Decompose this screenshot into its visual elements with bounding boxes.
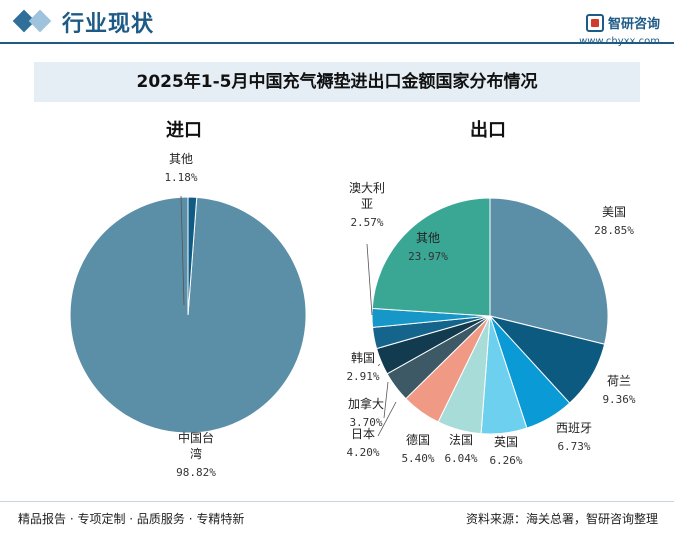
export-label-6-value: 4.20% (346, 446, 379, 459)
export-label-10-name: 其他 (416, 231, 440, 245)
export-label-2-value: 6.73% (557, 440, 590, 453)
footer-source: 资料来源：海关总署，智研咨询整理 (465, 512, 658, 526)
chart-title: 2025年1-5月中国充气褥垫进出口金额国家分布情况 (34, 62, 640, 102)
footer-tagline: 精品报告 · 专项定制 · 品质服务 · 专精特新 (18, 512, 245, 526)
section-title: 行业现状 (62, 12, 155, 37)
export-label-7-name: 加拿大 (348, 396, 384, 411)
leader-lines (180, 195, 397, 437)
footer: 精品报告 · 专项定制 · 品质服务 · 专精特新 资料来源：海关总署，智研咨询… (0, 501, 674, 533)
export-slice-0 (489, 197, 609, 345)
export-label-9-value: 2.57% (350, 216, 383, 229)
export-label-9-name: 澳大利亚 (349, 181, 385, 211)
brand-logo-icon (585, 13, 604, 32)
export-label-8-leader (377, 363, 381, 367)
export-label-10-value: 23.97% (408, 250, 448, 263)
export-label-6-leader (377, 401, 397, 437)
export-pie (371, 197, 609, 435)
export-label-1-value: 9.36% (602, 393, 635, 406)
export-pie-title: 出口 (470, 120, 506, 141)
import-label-1-name: 其他 (169, 152, 193, 166)
export-label-2-name: 西班牙 (556, 421, 592, 435)
brand-name: 智研咨询 (607, 17, 660, 32)
export-label-5-name: 德国 (406, 432, 430, 447)
header: 行业现状 智研咨询 www.chyxx.com (0, 0, 674, 47)
export-label-8-name: 韩国 (351, 350, 375, 365)
export-label-8-value: 2.91% (346, 370, 379, 383)
import-pie (69, 196, 307, 434)
footer-divider (0, 501, 674, 502)
brand-url: www.chyxx.com (579, 36, 660, 47)
import-slice-1 (187, 196, 198, 316)
export-label-7-value: 3.70% (349, 416, 382, 429)
export-label-3-value: 6.26% (489, 454, 522, 467)
export-label-9-leader (366, 243, 373, 316)
export-label-0-value: 28.85% (594, 224, 634, 237)
export-label-5-value: 5.40% (401, 452, 434, 465)
export-label-6-name: 日本 (351, 427, 375, 441)
import-label-0-value: 98.82% (176, 466, 216, 479)
export-label-4-value: 6.04% (444, 452, 477, 465)
import-pie-title: 进口 (166, 120, 202, 141)
export-label-4-name: 法国 (449, 433, 473, 447)
export-label-0-name: 美国 (602, 205, 626, 219)
import-label-1-leader (180, 195, 185, 306)
header-divider (0, 42, 674, 44)
slice-labels: 其他 1.18% 中国台湾 98.82% 美国 28.85% 其他 23.97% 荷兰 9.36%… (164, 152, 635, 479)
export-label-3-name: 英国 (494, 435, 518, 449)
import-label-0-name: 中国台湾 (178, 430, 214, 461)
import-label-1-value: 1.18% (164, 171, 197, 184)
brand: 智研咨询 www.chyxx.com (579, 12, 660, 47)
export-slice-10 (371, 197, 491, 317)
export-label-7-leader (383, 381, 389, 419)
export-label-1-name: 荷兰 (607, 374, 631, 388)
